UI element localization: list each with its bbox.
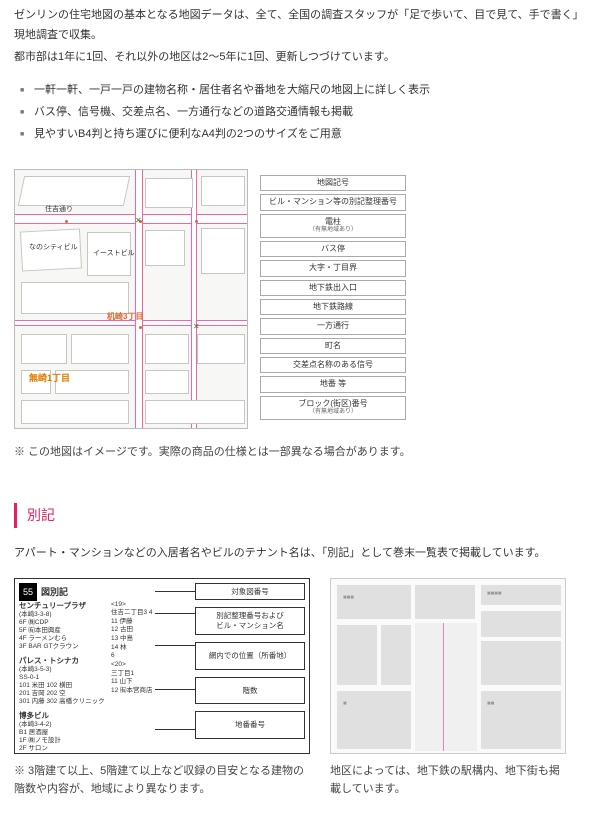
bekki-callout-box: 別記整理番号およびビル・マンション名: [195, 607, 305, 635]
signal-icon: ✕: [135, 214, 142, 228]
bekki-callout-box: 網内での位置（所番地）: [195, 642, 305, 670]
map-district-label: 無崎1丁目: [29, 370, 70, 386]
bekki-title: 図別記: [41, 584, 68, 600]
feature-item: 一軒一軒、一戸一戸の建物名称・居住者名や番地を大縮尺の地図上に詳しく表示: [20, 81, 587, 101]
intro-line2: 都市部は1年に1回、それ以外の地区は2〜5年に1回、更新しつづけています。: [14, 48, 587, 68]
bekki-callout-box: 階数: [195, 677, 305, 705]
legend-item: 地図記号: [260, 175, 406, 191]
intro-block: ゼンリンの住宅地図の基本となる地図データは、全て、全国の調査スタッフが「足で歩い…: [14, 6, 587, 67]
bekki-mid-col: <19>住吉二丁目3 411 伊藤12 古田13 中島14 林6<20>三丁目1…: [111, 601, 153, 696]
map-bldg-label: なのシティビル: [29, 242, 78, 255]
bekki-pane: 55 図別記 センチュリープラザ(本崎3-3-8)6F ㈱CDP5F ㈲本田興産…: [14, 578, 310, 754]
legend-item: 交差点名称のある信号: [260, 357, 406, 373]
feature-list: 一軒一軒、一戸一戸の建物名称・居住者名や番地を大縮尺の地図上に詳しく表示 バス停…: [20, 81, 587, 144]
map-district-label: 机崎3丁目: [107, 310, 143, 324]
bekki-right-col: 対象図番号別記整理番号およびビル・マンション名網内での位置（所番地） 階数地番番号: [195, 583, 305, 747]
legend-item: バス停: [260, 241, 406, 257]
signal-icon: ✕: [193, 320, 200, 334]
bekki-callout-box: 対象図番号: [195, 583, 305, 601]
legend-item: 地番 等: [260, 376, 406, 392]
bekki-callout-box: 地番番号: [195, 711, 305, 739]
bekki-left-col: センチュリープラザ(本崎3-3-8)6F ㈱CDP5F ㈲本田興産4F ラーメン…: [19, 601, 109, 754]
feature-item: バス停、信号機、交差点名、一方通行などの道路交通情報も掲載: [20, 103, 587, 123]
bekki-badge: 55: [19, 583, 37, 601]
bekki-intro: アパート・マンションなどの入居者名やビルのテナント名は、「別記」として巻末一覧表…: [14, 544, 587, 564]
legend-item: ビル・マンション等の別記整理番号: [260, 194, 406, 210]
bekki-block: 55 図別記 センチュリープラザ(本崎3-3-8)6F ㈱CDP5F ㈲本田興産…: [14, 578, 310, 799]
station-map-pane: ■■■ ■■■■ ■ ■■: [330, 578, 566, 754]
legend-item: 地下鉄路線: [260, 299, 406, 315]
legend-item: ブロック(街区)番号（有無地域あり）: [260, 396, 406, 420]
legend-item: 地下鉄出入口: [260, 280, 406, 296]
legend-item: 大字・丁目界: [260, 260, 406, 276]
legend-item: 電柱（有無地域あり）: [260, 214, 406, 238]
map-street-label: 住吉通り: [45, 204, 73, 217]
legend-item: 町名: [260, 338, 406, 354]
map-legend: 地図記号ビル・マンション等の別記整理番号電柱（有無地域あり） バス停大字・丁目界地…: [260, 175, 406, 423]
section-heading-bekki: 別記: [14, 503, 587, 528]
map-block: 住吉通り なのシティビル イーストビル 机崎3丁目 無崎1丁目 ✕ ✕ 地図記号…: [14, 169, 406, 433]
legend-item: 一方通行: [260, 318, 406, 334]
feature-item: 見やすいB4判と持ち運びに便利なA4判の2つのサイズをご用意: [20, 125, 587, 145]
station-caption: 地区によっては、地下鉄の駅構内、地下街も掲載しています。: [330, 762, 566, 799]
bekki-caption: ※ 3階建て以上、5階建て以上など収録の目安となる建物の階数や内容が、地域により…: [14, 762, 310, 799]
intro-line1: ゼンリンの住宅地図の基本となる地図データは、全て、全国の調査スタッフが「足で歩い…: [14, 6, 587, 46]
map-bldg-label: イーストビル: [93, 248, 135, 261]
map-caption: ※ この地図はイメージです。実際の商品の仕様とは一部異なる場合があります。: [14, 443, 587, 463]
map-pane: 住吉通り なのシティビル イーストビル 机崎3丁目 無崎1丁目 ✕ ✕: [14, 169, 248, 429]
